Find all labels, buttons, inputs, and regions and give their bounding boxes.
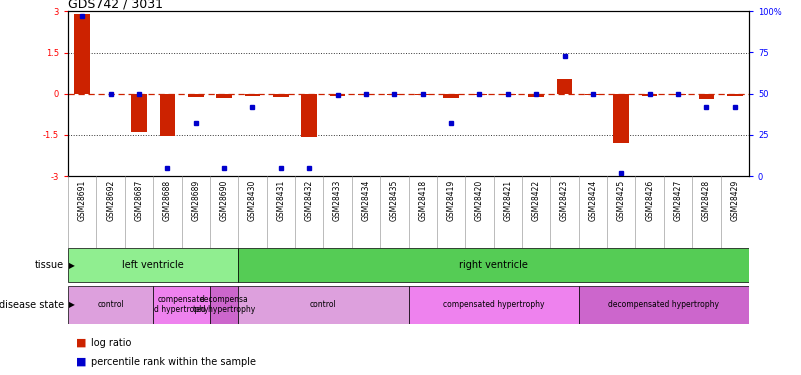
Bar [131,94,147,132]
Bar [387,94,402,95]
Text: log ratio: log ratio [91,338,131,348]
Text: GSM28691: GSM28691 [78,180,87,221]
Bar [557,79,573,94]
Bar [358,94,374,95]
Text: GSM28430: GSM28430 [248,180,257,221]
Bar [698,94,714,99]
Text: GSM28432: GSM28432 [304,180,314,221]
Text: GSM28689: GSM28689 [191,180,200,221]
Text: ▶: ▶ [69,261,74,270]
Text: decompensated hypertrophy: decompensated hypertrophy [608,300,719,309]
Text: control: control [97,300,124,309]
Text: GSM28688: GSM28688 [163,180,172,221]
Bar [273,94,288,96]
Bar [585,94,601,95]
Bar [68,286,153,324]
Text: GSM28421: GSM28421 [503,180,513,221]
Text: GSM28427: GSM28427 [674,180,682,221]
Text: GSM28687: GSM28687 [135,180,143,221]
Text: GSM28422: GSM28422 [532,180,541,221]
Bar [239,286,409,324]
Bar [244,94,260,96]
Text: GSM28419: GSM28419 [447,180,456,221]
Text: GSM28433: GSM28433 [333,180,342,221]
Bar [670,94,686,95]
Text: GSM28431: GSM28431 [276,180,285,221]
Bar [443,94,459,98]
Bar [239,248,749,282]
Bar [727,94,743,96]
Text: GSM28434: GSM28434 [361,180,370,221]
Bar [159,94,175,136]
Text: disease state: disease state [0,300,64,310]
Text: GSM28418: GSM28418 [418,180,427,221]
Text: decompensa
ted hypertrophy: decompensa ted hypertrophy [193,295,256,314]
Text: GSM28423: GSM28423 [560,180,569,221]
Text: left ventricle: left ventricle [123,260,184,270]
Bar [614,94,629,143]
Text: tissue: tissue [35,260,64,270]
Bar [415,94,430,95]
Text: GSM28425: GSM28425 [617,180,626,221]
Text: ■: ■ [76,357,87,367]
Text: GSM28692: GSM28692 [107,180,115,221]
Bar [216,94,232,98]
Text: GSM28426: GSM28426 [645,180,654,221]
Text: ▶: ▶ [69,300,74,309]
Bar [68,248,239,282]
Text: GSM28429: GSM28429 [731,180,739,221]
Bar [578,286,749,324]
Text: GSM28424: GSM28424 [589,180,598,221]
Bar [210,286,239,324]
Bar [153,286,210,324]
Bar [472,94,487,95]
Text: GSM28690: GSM28690 [219,180,228,221]
Bar [409,286,578,324]
Bar [529,94,544,96]
Bar [74,14,90,94]
Text: ■: ■ [76,338,87,348]
Text: compensate
d hypertrophy: compensate d hypertrophy [155,295,209,314]
Text: percentile rank within the sample: percentile rank within the sample [91,357,256,367]
Text: GSM28428: GSM28428 [702,180,710,221]
Text: compensated hypertrophy: compensated hypertrophy [443,300,545,309]
Text: GSM28435: GSM28435 [390,180,399,221]
Bar [301,94,317,137]
Text: GSM28420: GSM28420 [475,180,484,221]
Text: right ventricle: right ventricle [459,260,528,270]
Bar [642,94,658,96]
Bar [188,94,203,97]
Text: control: control [310,300,336,309]
Bar [330,94,345,96]
Bar [500,94,516,95]
Text: GDS742 / 3031: GDS742 / 3031 [68,0,163,10]
